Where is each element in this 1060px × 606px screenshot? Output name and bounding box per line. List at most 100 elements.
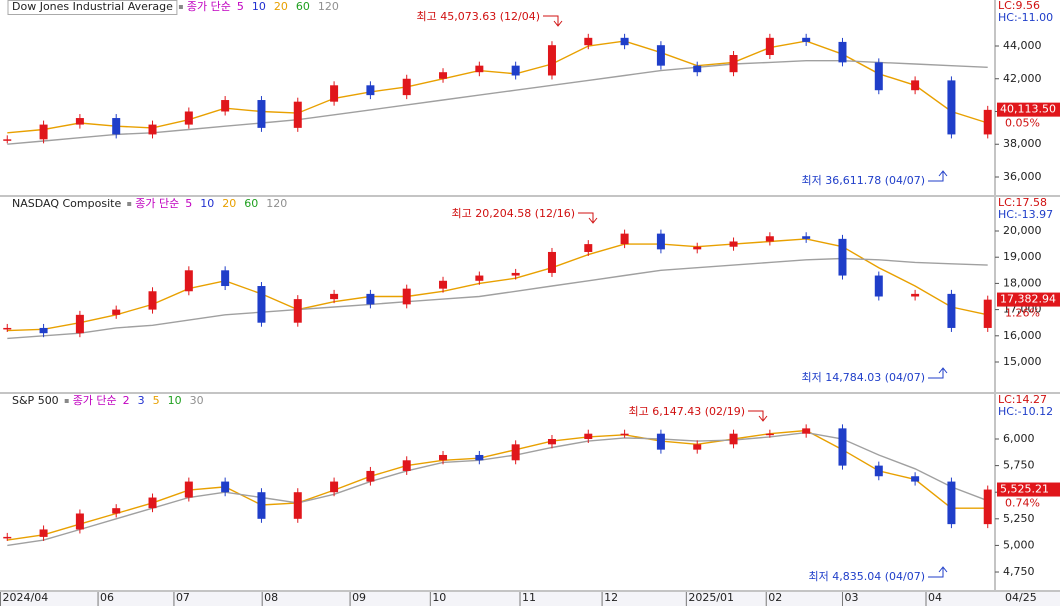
price-tag-label: 5,525.21	[1000, 483, 1049, 496]
y-tick-label: 5,250	[1003, 512, 1035, 525]
ma-line	[7, 429, 988, 541]
candle	[366, 293, 375, 305]
candle	[620, 233, 629, 245]
candle	[947, 80, 956, 135]
candle	[656, 45, 665, 66]
candle	[475, 454, 484, 461]
x-tick-label: 08	[264, 591, 278, 604]
x-tick-label: 07	[176, 591, 190, 604]
candle	[983, 489, 992, 525]
y-tick-label: 6,000	[1003, 432, 1035, 445]
candle	[947, 293, 956, 328]
candle	[112, 508, 121, 514]
candle	[802, 236, 811, 239]
legend-swatch	[178, 5, 183, 9]
high-arrow	[578, 212, 598, 224]
ma-legend: 20	[222, 197, 236, 210]
candle	[584, 37, 593, 46]
price-tag	[997, 102, 1060, 117]
y-tick-label: 4,750	[1003, 565, 1035, 578]
hc-label: HC:-13.97	[998, 208, 1053, 221]
candle	[838, 238, 847, 276]
candle	[620, 433, 629, 436]
candle	[293, 101, 302, 128]
ma-legend: 10	[168, 394, 182, 407]
y-tick-label: 20,000	[1003, 224, 1042, 237]
ma-line	[7, 431, 988, 547]
ma-line	[7, 257, 988, 340]
candle	[584, 433, 593, 440]
x-tick-label: 11	[522, 591, 536, 604]
y-tick-label: 5,000	[1003, 538, 1035, 551]
high-arrow	[543, 15, 563, 27]
x-tick-label: 03	[844, 591, 858, 604]
legend-swatch	[64, 399, 69, 403]
candle	[184, 270, 193, 292]
ma-label: 종가 단순	[135, 197, 179, 210]
price-tag-label: 40,113.50	[1000, 103, 1056, 116]
low-label: 최저 14,784.03 (04/07)	[802, 371, 926, 384]
candle	[439, 72, 448, 79]
change-label: 0.05%	[1005, 117, 1040, 130]
y-tick-label: 44,000	[1003, 39, 1042, 52]
candle	[802, 37, 811, 42]
candle	[3, 536, 12, 539]
candle	[765, 236, 774, 242]
panel-title: S&P 500	[12, 394, 59, 407]
ma-line	[7, 238, 988, 332]
lc-label: LC:14.27	[998, 393, 1047, 406]
x-tick-label: 06	[100, 591, 114, 604]
candle	[39, 124, 48, 140]
x-tick-label: 10	[432, 591, 446, 604]
high-arrow	[748, 410, 768, 422]
candle	[3, 327, 12, 330]
candle	[402, 78, 411, 96]
ma-line	[7, 60, 988, 145]
hc-label: HC:-10.12	[998, 405, 1053, 418]
candle	[874, 62, 883, 91]
lc-label: LC:17.58	[998, 196, 1047, 209]
x-tick-label: 2025/01	[688, 591, 734, 604]
candle	[112, 309, 121, 315]
y-tick-label: 38,000	[1003, 137, 1042, 150]
candle	[112, 118, 121, 135]
candle	[475, 275, 484, 281]
candle	[547, 251, 556, 273]
candle	[765, 433, 774, 436]
candle	[511, 444, 520, 461]
candle	[475, 65, 484, 73]
candle	[874, 465, 883, 477]
title-box	[7, 0, 178, 15]
ma-legend: 3	[138, 394, 145, 407]
candle	[39, 327, 48, 334]
candle	[330, 481, 339, 493]
candle	[148, 124, 157, 135]
ma-legend: 30	[190, 394, 204, 407]
price-tag	[997, 292, 1060, 307]
ma-legend: 20	[274, 0, 288, 13]
ma-legend: 5	[185, 197, 192, 210]
high-label: 최고 45,073.63 (12/04)	[417, 10, 541, 23]
candle	[911, 293, 920, 297]
price-tag-label: 17,382.94	[1000, 293, 1056, 306]
candle	[729, 241, 738, 247]
candle	[729, 55, 738, 73]
candle	[221, 270, 230, 287]
candle	[511, 65, 520, 76]
ma-legend: 10	[252, 0, 266, 13]
y-tick-label: 19,000	[1003, 250, 1042, 263]
change-label: 0.74%	[1005, 497, 1040, 510]
candle	[547, 45, 556, 76]
candle	[765, 37, 774, 56]
y-tick-label: 36,000	[1003, 170, 1042, 183]
low-arrow	[928, 566, 948, 578]
candle	[366, 470, 375, 482]
candle	[184, 481, 193, 498]
hc-label: HC:-11.00	[998, 11, 1053, 24]
low-arrow	[928, 170, 948, 182]
ma-line	[7, 40, 988, 134]
candle	[257, 492, 266, 519]
low-arrow	[928, 367, 948, 379]
candle	[221, 481, 230, 493]
